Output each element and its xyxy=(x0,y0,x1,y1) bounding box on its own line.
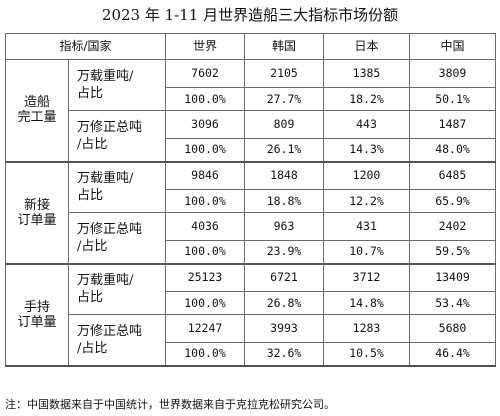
value-cell: 6721 xyxy=(244,263,324,292)
value-cell: 1283 xyxy=(323,314,410,343)
share-cell: 53.4% xyxy=(409,291,496,315)
metric-label: 万修正总吨 /占比 xyxy=(68,212,166,265)
share-cell: 48.0% xyxy=(409,138,496,163)
value-cell: 1487 xyxy=(409,110,496,139)
share-cell: 50.1% xyxy=(409,87,496,111)
share-cell: 46.4% xyxy=(409,342,496,367)
value-cell: 6485 xyxy=(409,161,496,190)
share-cell: 14.8% xyxy=(323,291,410,315)
metric-label: 万载重吨/ 占比 xyxy=(68,161,166,213)
table-title: 2023 年 1-11 月世界造船三大指标市场份额 xyxy=(101,6,399,24)
group-label: 手持 订单量 xyxy=(5,263,69,367)
share-cell: 10.5% xyxy=(323,342,410,367)
value-cell: 2105 xyxy=(244,59,324,88)
value-cell: 3993 xyxy=(244,314,324,343)
table-row: 100.0% 18.8% 12.2% 65.9% xyxy=(6,189,496,213)
metric-label: 万载重吨/ 占比 xyxy=(68,59,166,111)
value-cell: 2402 xyxy=(409,212,496,241)
value-cell: 12247 xyxy=(165,314,245,343)
market-share-table: 指标/国家 世界 韩国 日本 中国 造船 完工量 万载重吨/ 占比 7602 2105… xyxy=(5,33,496,367)
value-cell: 3096 xyxy=(165,110,245,139)
table-row: 100.0% 26.1% 14.3% 48.0% xyxy=(6,138,496,163)
share-cell: 100.0% xyxy=(165,189,245,213)
value-cell: 431 xyxy=(323,212,410,241)
metric-label: 万修正总吨 /占比 xyxy=(68,314,166,367)
share-cell: 14.3% xyxy=(323,138,410,163)
value-cell: 443 xyxy=(323,110,410,139)
header-country: 世界 xyxy=(165,33,245,60)
table-row: 新接 订单量 万载重吨/ 占比 9846 1848 1200 6485 xyxy=(5,161,496,265)
table-row: 万修正总吨 /占比 12247 3993 1283 5680 xyxy=(6,314,496,367)
value-cell: 9846 xyxy=(165,161,245,190)
table-row: 100.0% 27.7% 18.2% 50.1% xyxy=(6,87,496,111)
value-cell: 809 xyxy=(244,110,324,139)
share-cell: 100.0% xyxy=(165,87,245,111)
table-row: 造船 完工量 万载重吨/ 占比 7602 2105 1385 3809 xyxy=(5,59,496,163)
share-cell: 26.8% xyxy=(244,291,324,315)
value-cell: 5680 xyxy=(409,314,496,343)
header-corner: 指标/国家 xyxy=(5,33,166,60)
footnote: 注：中国数据来自于中国统计，世界数据来自于克拉克松研究公司。 xyxy=(5,398,335,411)
share-cell: 10.7% xyxy=(323,240,410,265)
value-cell: 1200 xyxy=(323,161,410,190)
metric-label: 万修正总吨 /占比 xyxy=(68,110,166,163)
table-row: 100.0% 32.6% 10.5% 46.4% xyxy=(6,342,496,367)
share-cell: 65.9% xyxy=(409,189,496,213)
metric-label: 万载重吨/ 占比 xyxy=(68,263,166,315)
share-cell: 18.2% xyxy=(323,87,410,111)
share-cell: 18.8% xyxy=(244,189,324,213)
value-cell: 13409 xyxy=(409,263,496,292)
share-cell: 32.6% xyxy=(244,342,324,367)
share-cell: 100.0% xyxy=(165,291,245,315)
header-country: 日本 xyxy=(323,33,410,60)
header-row: 指标/国家 世界 韩国 日本 中国 xyxy=(5,33,496,60)
header-country: 中国 xyxy=(409,33,496,60)
share-cell: 59.5% xyxy=(409,240,496,265)
value-cell: 7602 xyxy=(165,59,245,88)
value-cell: 1848 xyxy=(244,161,324,190)
share-cell: 23.9% xyxy=(244,240,324,265)
value-cell: 4036 xyxy=(165,212,245,241)
share-cell: 12.2% xyxy=(323,189,410,213)
table-row: 手持 订单量 万载重吨/ 占比 25123 6721 3712 13409 xyxy=(5,263,496,367)
value-cell: 3712 xyxy=(323,263,410,292)
share-cell: 26.1% xyxy=(244,138,324,163)
share-cell: 100.0% xyxy=(165,240,245,265)
share-cell: 27.7% xyxy=(244,87,324,111)
table-row: 万修正总吨 /占比 4036 963 431 2402 xyxy=(6,212,496,265)
share-cell: 100.0% xyxy=(165,138,245,163)
header-country: 韩国 xyxy=(244,33,324,60)
value-cell: 25123 xyxy=(165,263,245,292)
value-cell: 3809 xyxy=(409,59,496,88)
share-cell: 100.0% xyxy=(165,342,245,367)
group-label: 新接 订单量 xyxy=(5,161,69,265)
table-row: 万修正总吨 /占比 3096 809 443 1487 xyxy=(6,110,496,163)
table-row: 100.0% 23.9% 10.7% 59.5% xyxy=(6,240,496,265)
value-cell: 963 xyxy=(244,212,324,241)
value-cell: 1385 xyxy=(323,59,410,88)
table-row: 100.0% 26.8% 14.8% 53.4% xyxy=(6,291,496,315)
group-label: 造船 完工量 xyxy=(5,59,69,163)
